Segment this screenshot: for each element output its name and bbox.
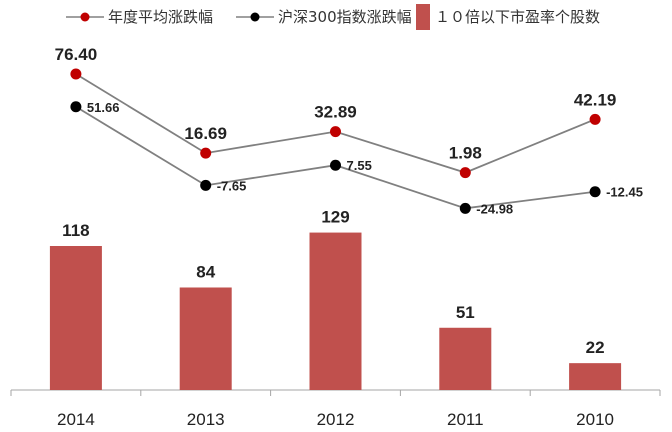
index-change-value-label: -12.45 [606, 185, 643, 200]
legend-marker-average-change [80, 12, 90, 22]
plot-area: 118 84 129 51 22 2014 2013 2012 2011 2010 76.40 16.… [10, 45, 661, 429]
bar-2014 [49, 246, 102, 390]
x-tick-label: 2011 [447, 410, 484, 429]
average-change-value-label: 16.69 [184, 124, 227, 143]
point-index-change-2012 [330, 159, 341, 171]
legend-label-index-change: 沪深300指数涨跌幅 [278, 8, 412, 26]
index-change-value-label: -24.98 [476, 201, 513, 216]
bar-value-label: 129 [321, 208, 349, 227]
series-line-average-change [75, 73, 596, 174]
bar-value-label: 22 [586, 338, 605, 357]
x-tick-label: 2010 [576, 410, 614, 429]
bar-2013 [179, 287, 232, 390]
legend-label-average-change: 年度平均涨跌幅 [108, 8, 213, 26]
x-tick-label: 2012 [317, 410, 355, 429]
bar-value-label: 118 [62, 221, 89, 240]
point-index-change-2010 [589, 186, 601, 198]
legend-item-index-change: 沪深300指数涨跌幅 [236, 8, 412, 26]
point-index-change-2013 [200, 179, 212, 191]
bar-2011 [439, 327, 492, 390]
bar-2010 [569, 363, 622, 390]
average-change-value-label: 76.40 [55, 45, 98, 64]
average-change-value-label: 42.19 [574, 90, 617, 109]
legend-label-low-pe-count: １０倍以下市盈率个股数 [435, 8, 600, 26]
x-tick-label: 2013 [187, 410, 225, 429]
bar-value-label: 84 [196, 262, 215, 281]
point-average-change-2011 [459, 167, 471, 179]
bar-2012 [309, 232, 362, 390]
point-average-change-2012 [330, 126, 341, 138]
point-index-change-2014 [70, 101, 82, 113]
point-average-change-2014 [70, 68, 82, 80]
legend: 年度平均涨跌幅 沪深300指数涨跌幅 １０倍以下市盈率个股数 [66, 4, 600, 30]
bar-value-label: 51 [456, 303, 475, 322]
index-change-value-label: -7.65 [217, 178, 247, 193]
legend-marker-index-change [250, 12, 260, 22]
point-index-change-2011 [459, 202, 471, 214]
x-tick-label: 2014 [57, 410, 95, 429]
point-average-change-2013 [200, 147, 212, 159]
point-average-change-2010 [589, 113, 601, 125]
index-change-value-label: 51.66 [87, 100, 120, 115]
legend-item-average-change: 年度平均涨跌幅 [66, 8, 213, 26]
index-change-value-label: 7.55 [347, 158, 372, 173]
average-change-value-label: 32.89 [314, 103, 357, 122]
legend-swatch-low-pe-count [416, 4, 430, 30]
average-change-value-label: 1.98 [449, 144, 482, 163]
legend-item-low-pe-count: １０倍以下市盈率个股数 [416, 4, 600, 30]
